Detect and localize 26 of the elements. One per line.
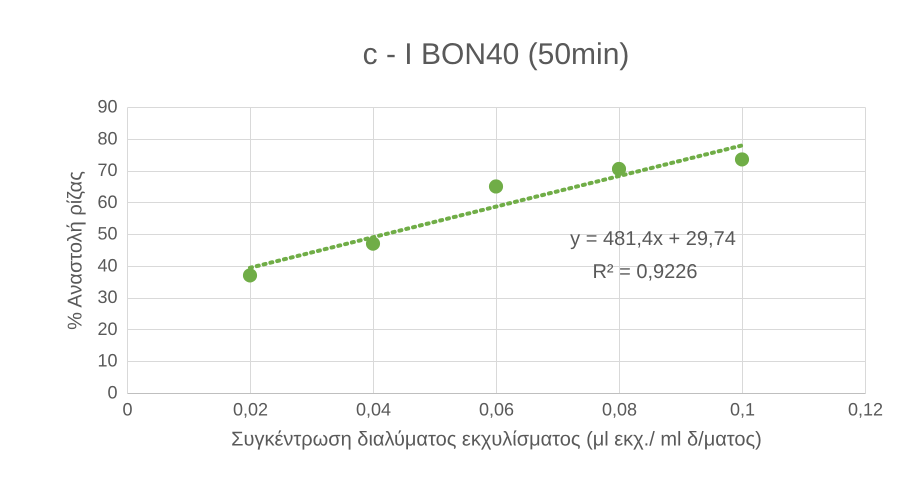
y-tick-label: 30: [97, 287, 118, 308]
x-tick-label: 0,04: [356, 400, 392, 420]
y-tick-label: 40: [97, 255, 118, 276]
x-tick-label: 0,02: [232, 400, 268, 420]
point: [734, 152, 750, 166]
x-tick-label: 0,1: [730, 400, 756, 420]
y-axis-title: % Αναστολή ρίζας: [64, 170, 86, 330]
point: [242, 268, 258, 282]
y-tick-label: 80: [97, 128, 118, 148]
x-tick-label: 0,12: [848, 400, 884, 420]
y-tick-label: 20: [97, 318, 118, 339]
point: [488, 179, 504, 194]
point: [612, 162, 626, 176]
x-tick-label: 0: [122, 400, 133, 420]
chart-title: c - I BON40 (50min): [362, 38, 630, 71]
y-tick-label: 10: [97, 350, 118, 371]
y-tick-label: 90: [97, 96, 118, 116]
y-tick-label: 60: [97, 192, 118, 212]
y-tick-label: 50: [97, 224, 118, 244]
x-axis-title: Συγκέντρωση διαλύματος εκχυλίσματος (μl εκχ./ ml δ/ματος): [231, 428, 762, 450]
annotation: y = 481,4x + 29,74: [570, 228, 736, 250]
x-tick-label: 0,06: [478, 400, 514, 420]
y-tick-label: 70: [97, 160, 118, 180]
x-tick-label: 0,08: [602, 400, 638, 420]
annotation: R² = 0,9226: [592, 261, 698, 283]
y-tick-label: 0: [107, 382, 118, 402]
